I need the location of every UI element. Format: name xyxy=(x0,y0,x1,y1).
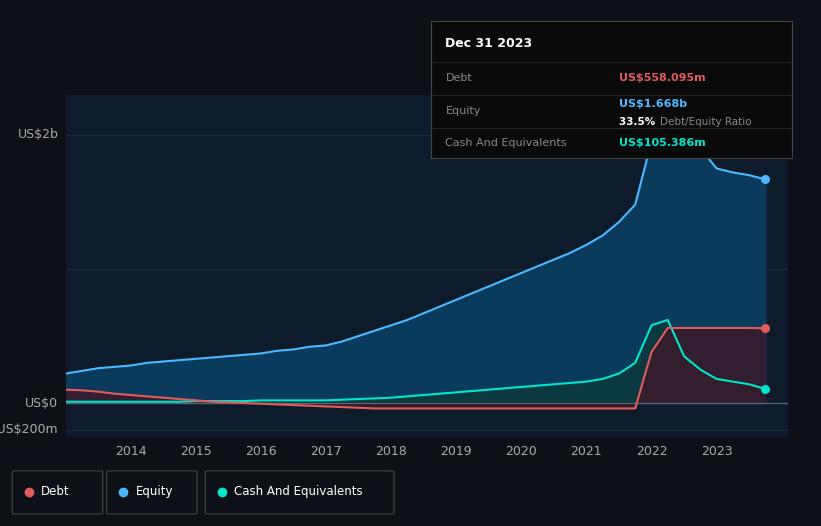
Text: Equity: Equity xyxy=(135,485,173,498)
Text: US$558.095m: US$558.095m xyxy=(619,73,705,83)
Text: Dec 31 2023: Dec 31 2023 xyxy=(446,37,533,50)
Text: 33.5%: 33.5% xyxy=(619,117,658,127)
Text: -US$200m: -US$200m xyxy=(0,423,58,437)
Point xyxy=(759,175,772,184)
Text: Debt: Debt xyxy=(41,485,70,498)
Text: Cash And Equivalents: Cash And Equivalents xyxy=(234,485,363,498)
Text: US$0: US$0 xyxy=(25,397,58,410)
Text: Equity: Equity xyxy=(446,106,481,116)
Text: Debt: Debt xyxy=(446,73,472,83)
Text: Debt/Equity Ratio: Debt/Equity Ratio xyxy=(660,117,752,127)
Point xyxy=(759,385,772,393)
Text: US$1.668b: US$1.668b xyxy=(619,99,687,109)
Text: US$105.386m: US$105.386m xyxy=(619,138,705,148)
Text: US$2b: US$2b xyxy=(17,128,58,141)
Point xyxy=(759,324,772,332)
Text: Cash And Equivalents: Cash And Equivalents xyxy=(446,138,567,148)
